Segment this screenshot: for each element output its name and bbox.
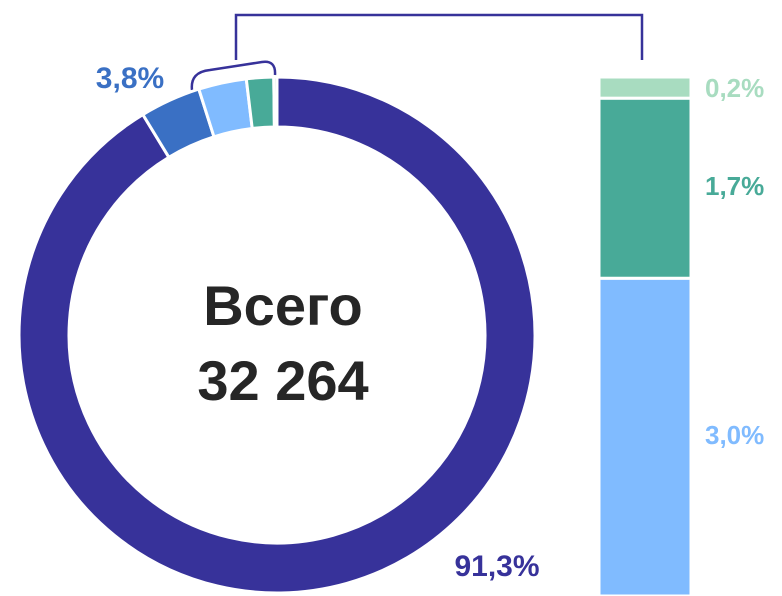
bar-segment	[597, 75, 693, 100]
data-label: 91,3%	[454, 550, 539, 583]
data-label: 0,2%	[705, 73, 764, 103]
bar-segment	[597, 96, 693, 280]
bar-segment	[597, 276, 693, 596]
bracket	[190, 60, 277, 91]
data-label: 3,8%	[96, 62, 164, 95]
connector-line	[234, 13, 644, 60]
center-title: Всего	[203, 274, 363, 337]
data-label: 1,7%	[705, 171, 764, 201]
data-label: 3,0%	[705, 420, 764, 450]
donut-segment	[17, 75, 537, 595]
donut-segment	[244, 75, 276, 131]
center-value: 32 264	[197, 349, 368, 412]
donut-segment	[272, 75, 279, 129]
